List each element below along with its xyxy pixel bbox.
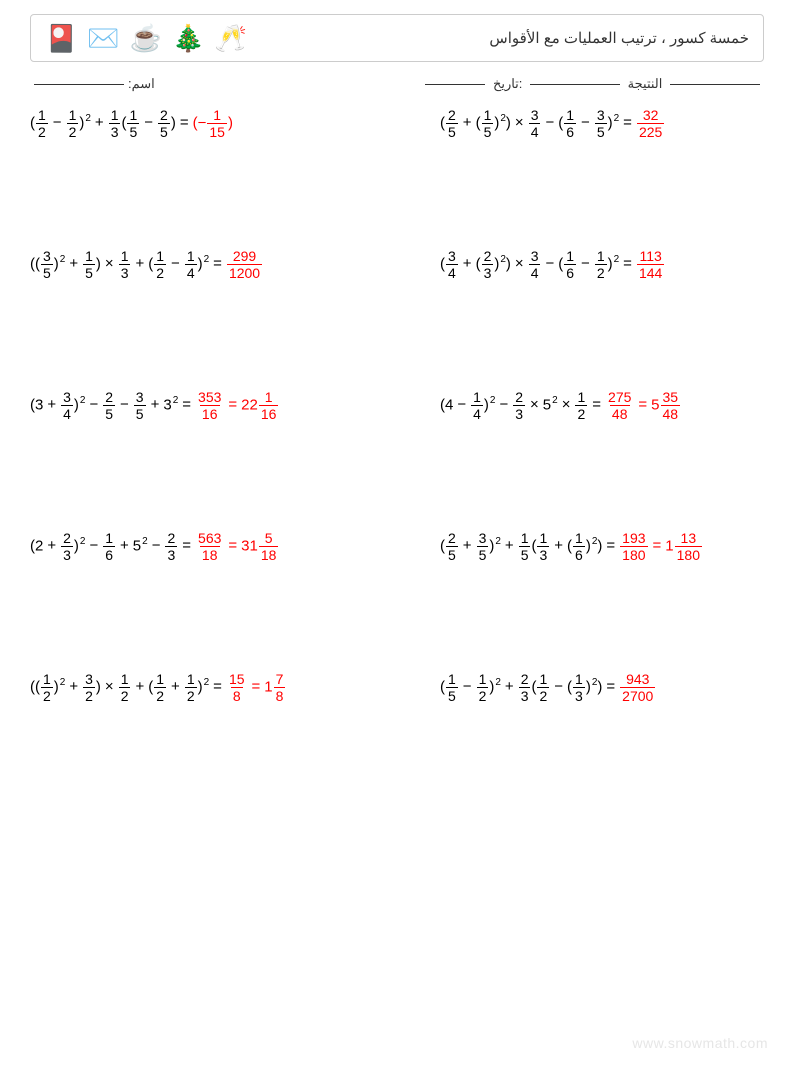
problem-cell: (2+23)2−16+52−23=56318=31518 <box>30 531 390 562</box>
date-score-field: النتيجة :تاريخ <box>421 76 764 92</box>
problem-cell: (4−14)2−23×52×12=27548=53548 <box>440 390 681 421</box>
worksheet-header: 🎴 ✉️ ☕ 🎄 🥂 خمسة كسور ، ترتيب العمليات مع… <box>30 14 764 62</box>
problem-cell: (25+(15)2)×34−(16−35)2=32225 <box>440 108 665 139</box>
problem-row: ((35)2+15)×13+(12−14)2=2991200 (34+(23)2)… <box>30 249 764 280</box>
score-label: النتيجة <box>628 76 663 91</box>
problem-row: (2+23)2−16+52−23=56318=31518 (25+35)2+15(… <box>30 531 764 562</box>
answer-text: 56318=31518 <box>195 531 279 562</box>
worksheet-title: خمسة كسور ، ترتيب العمليات مع الأقواس <box>489 29 749 47</box>
problem-row: (3+34)2−25−35+32=35316=22116 (4−14)2−23×5… <box>30 390 764 421</box>
answer-text: 32225 <box>636 108 665 139</box>
problem-cell: (25+35)2+15(13+(16)2)=193180=113180 <box>440 531 703 562</box>
problem-row: ((12)2+32)×12+(12+12)2=158=178 (15−12)2+2… <box>30 672 764 703</box>
info-row: اسم: النتيجة :تاريخ <box>30 76 764 92</box>
problem-cell: ((12)2+32)×12+(12+12)2=158=178 <box>30 672 390 703</box>
problem-cell: (15−12)2+23(12−(13)2)=9432700 <box>440 672 656 703</box>
answer-text: (−115) <box>193 108 233 139</box>
name-label: اسم: <box>128 76 155 91</box>
problem-cell: ((35)2+15)×13+(12−14)2=2991200 <box>30 249 390 280</box>
answer-text: 35316=22116 <box>195 390 279 421</box>
champagne-icon: 🥂 <box>215 23 247 54</box>
answer-text: 2991200 <box>226 249 263 280</box>
gift-card-icon: 🎴 <box>45 23 77 54</box>
bauble-icon: 🎄 <box>172 23 204 54</box>
problem-cell: (12−12)2+13(15−25)=(−115) <box>30 108 390 139</box>
answer-text: 193180=113180 <box>619 531 703 562</box>
envelope-icon: ✉️ <box>87 23 119 54</box>
name-field: اسم: <box>30 76 155 92</box>
answer-text: 113144 <box>636 249 665 280</box>
date-label: :تاريخ <box>493 76 522 91</box>
answer-text: 27548=53548 <box>605 390 681 421</box>
problem-cell: (34+(23)2)×34−(16−12)2=113144 <box>440 249 665 280</box>
watermark: www.snowmath.com <box>632 1035 768 1051</box>
problem-cell: (3+34)2−25−35+32=35316=22116 <box>30 390 390 421</box>
problem-row: (12−12)2+13(15−25)=(−115) (25+(15)2)×34−(… <box>30 108 764 139</box>
cup-icon: ☕ <box>130 23 162 54</box>
answer-text: 9432700 <box>619 672 656 703</box>
problems-grid: (12−12)2+13(15−25)=(−115) (25+(15)2)×34−(… <box>30 108 764 703</box>
decorative-icons: 🎴 ✉️ ☕ 🎄 🥂 <box>45 23 247 54</box>
answer-text: 158=178 <box>226 672 286 703</box>
